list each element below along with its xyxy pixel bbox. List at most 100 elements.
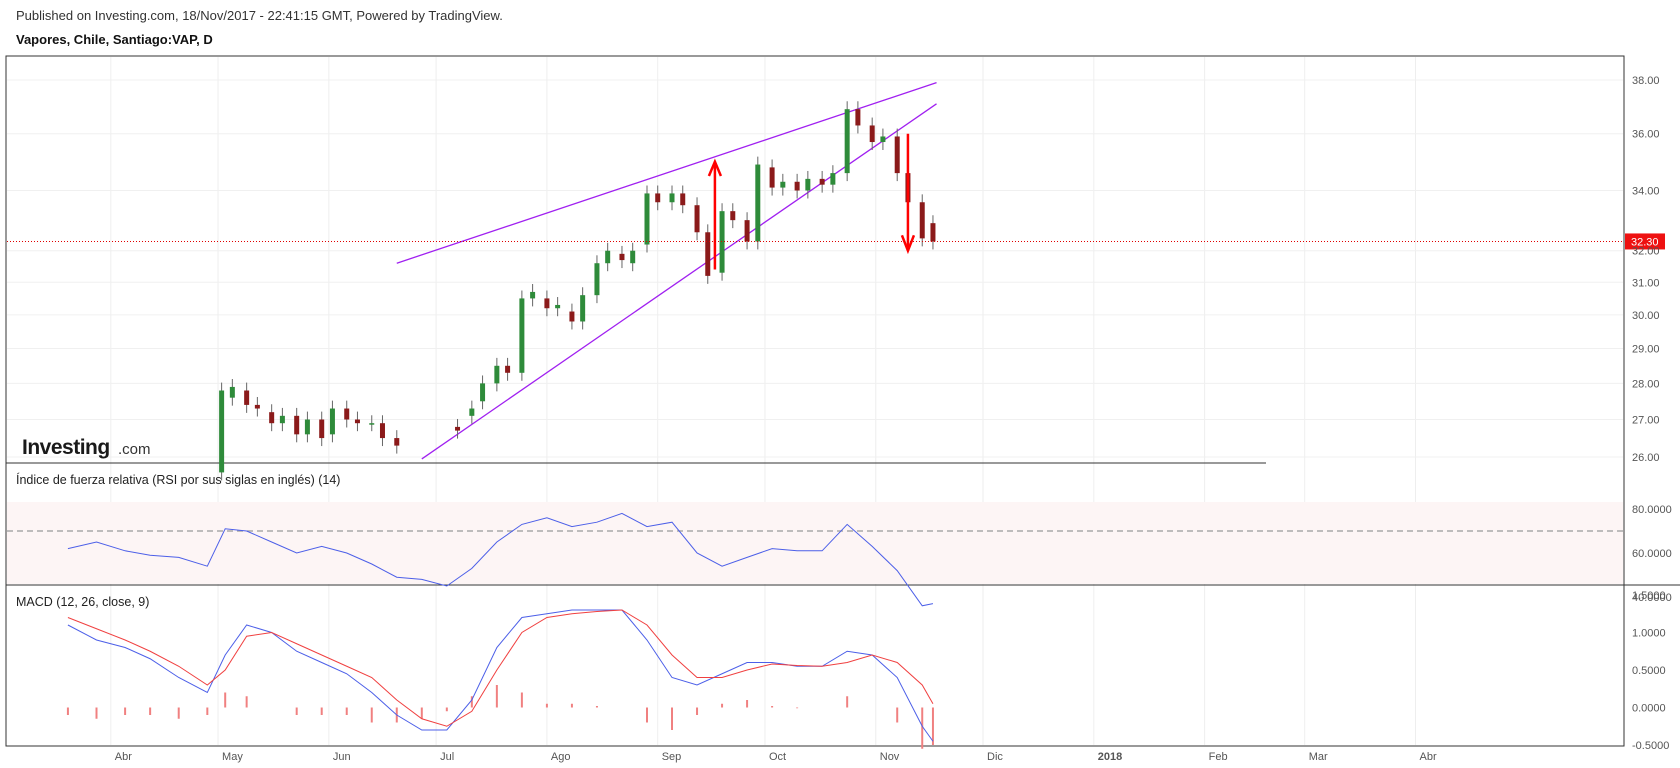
candle-body [855,109,861,126]
price-tick-label: 30.00 [1632,310,1660,322]
candle-body [394,438,400,446]
candle-body [919,202,925,239]
candle-body [594,263,600,296]
rsi-tick-label: 80.0000 [1632,504,1672,516]
last-price-label: 32.30 [1631,236,1659,248]
month-label: Nov [880,751,900,763]
macd-tick-label: -0.5000 [1632,740,1669,752]
candle-body [819,178,825,185]
chart-title: Vapores, Chile, Santiago:VAP, D [16,32,213,47]
candle-body [719,211,725,273]
month-label: May [222,751,243,763]
candle-body [354,419,360,424]
month-label: Dic [987,751,1003,763]
candle-body [569,311,575,322]
candle-body [930,223,936,242]
macd-tick-label: 0.5000 [1632,665,1666,677]
candle-body [580,295,586,322]
candle-body [619,253,625,261]
month-label: 2018 [1098,751,1122,763]
price-tick-label: 28.00 [1632,378,1660,390]
macd-line [67,609,934,742]
candle-body [369,423,375,425]
price-tick-label: 27.00 [1632,415,1660,427]
price-tick-label: 34.00 [1632,185,1660,197]
candle-body [244,390,250,405]
grid [7,57,1623,745]
candle-body [254,404,260,409]
candle-body [680,193,686,206]
month-label: Oct [769,751,786,763]
candle-body [880,136,886,143]
month-label: Feb [1209,751,1228,763]
price-tick-label: 38.00 [1632,75,1660,87]
candle-body [344,408,350,420]
candle-body [319,419,325,439]
candle-body [894,136,900,174]
candle-body [655,193,661,203]
candle-body [780,181,786,188]
month-label: Ago [551,751,571,763]
price-tick-label: 32.00 [1632,246,1660,258]
candle-body [279,415,285,424]
candle-body [269,412,275,424]
candle-body [304,419,310,435]
price-panel: 32.30 [7,82,1665,481]
candle-body [644,193,650,245]
rsi-panel [7,512,1623,607]
price-tick-label: 29.00 [1632,344,1660,356]
logo-suffix-text: .com [118,441,151,458]
candle-body [705,232,711,276]
month-label: Jul [440,751,454,763]
candle-body [869,125,875,143]
candle-body [480,383,486,402]
up-arrow-head [707,158,723,177]
candle-body [544,298,550,309]
candle-body [730,211,736,221]
month-label: Abr [1420,751,1437,763]
down-arrow-head [900,234,916,255]
candle-body [605,250,611,264]
candle-body [794,181,800,191]
month-label: Mar [1309,751,1328,763]
candle-body [519,298,525,373]
candle-body [844,109,850,174]
price-tick-label: 36.00 [1632,129,1660,141]
macd-tick-label: 1.0000 [1632,628,1666,640]
candle-body [379,423,385,439]
trendline-lower [421,103,937,460]
macd-panel-title: MACD (12, 26, close, 9) [16,595,149,609]
rsi-panel-title: Índice de fuerza relativa (RSI por sus s… [16,472,340,487]
candle-body [329,408,335,435]
candle-body [755,164,761,242]
candle-body [219,390,225,473]
month-label: Abr [115,751,132,763]
last-price-badge [1625,233,1665,250]
candle-body [694,205,700,233]
investing-logo: Investing .com [22,436,151,459]
candle-body [530,291,536,299]
rsi-tick-label: 60.0000 [1632,548,1672,560]
rsi-line [67,512,934,607]
macd-tick-label: 1.5000 [1632,590,1666,602]
candle-body [630,250,636,264]
rsi-tick-label: 40.0000 [1632,592,1672,604]
candle-body [805,178,811,191]
candle-body [455,426,461,431]
candle-body [469,408,475,416]
logo-main-text: Investing [22,436,110,459]
month-label: Sep [662,751,682,763]
published-line: Published on Investing.com, 18/Nov/2017 … [16,8,503,23]
signal-line [67,609,934,727]
price-tick-label: 26.00 [1632,452,1660,464]
macd-tick-label: 0.0000 [1632,703,1666,715]
candle-body [769,167,775,188]
rsi-band [7,502,1623,584]
price-tick-label: 31.00 [1632,277,1660,289]
month-label: Jun [333,751,351,763]
candle-body [555,304,561,309]
candle-body [229,386,235,398]
candle-body [669,193,675,203]
axes: Abr May Jun Jul Ago Sep Oct Nov Dic 2018 Feb Mar Abr… [115,75,1672,763]
